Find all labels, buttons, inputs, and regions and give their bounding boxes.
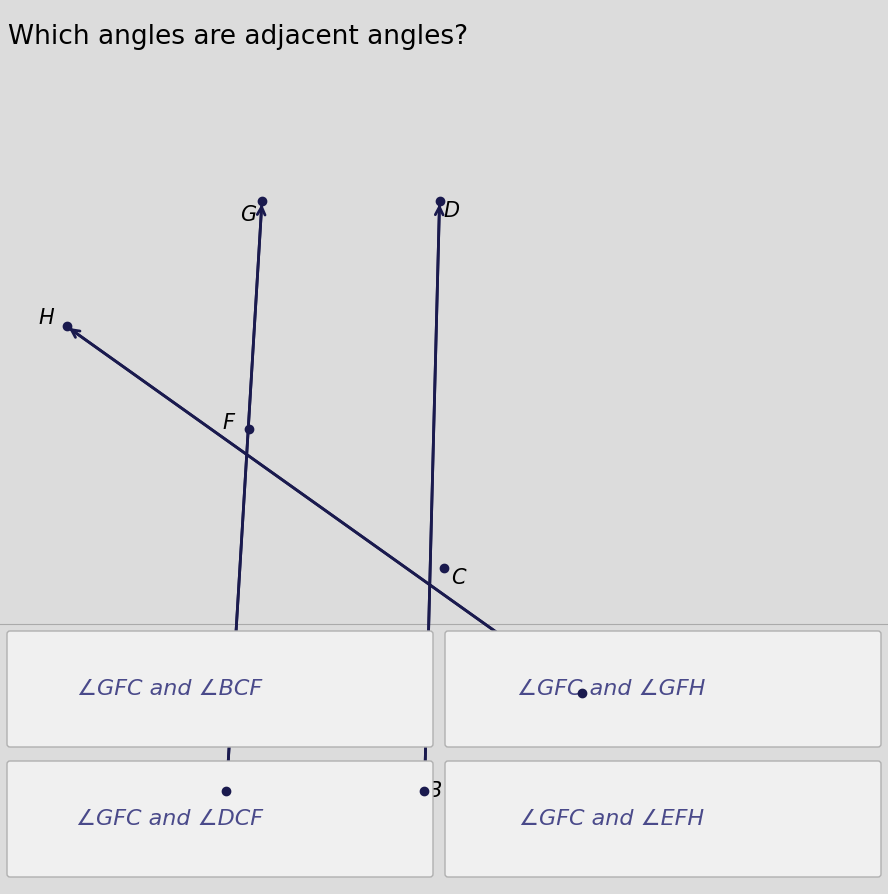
Text: H: H: [39, 308, 54, 328]
FancyBboxPatch shape: [7, 631, 433, 747]
Text: F: F: [223, 413, 234, 433]
Text: ∠GFC and ∠DCF: ∠GFC and ∠DCF: [76, 809, 263, 829]
Text: A: A: [591, 683, 605, 703]
FancyBboxPatch shape: [7, 761, 433, 877]
Text: D: D: [443, 201, 460, 221]
Text: Which angles are adjacent angles?: Which angles are adjacent angles?: [8, 24, 468, 50]
Text: G: G: [240, 205, 256, 225]
FancyBboxPatch shape: [445, 761, 881, 877]
Text: ∠GFC and ∠EFH: ∠GFC and ∠EFH: [519, 809, 704, 829]
FancyBboxPatch shape: [445, 631, 881, 747]
Text: C: C: [451, 568, 465, 587]
Text: E: E: [234, 781, 247, 801]
Text: ∠GFC and ∠GFH: ∠GFC and ∠GFH: [517, 679, 706, 699]
Text: B: B: [427, 781, 441, 801]
Text: ∠GFC and ∠BCF: ∠GFC and ∠BCF: [77, 679, 262, 699]
